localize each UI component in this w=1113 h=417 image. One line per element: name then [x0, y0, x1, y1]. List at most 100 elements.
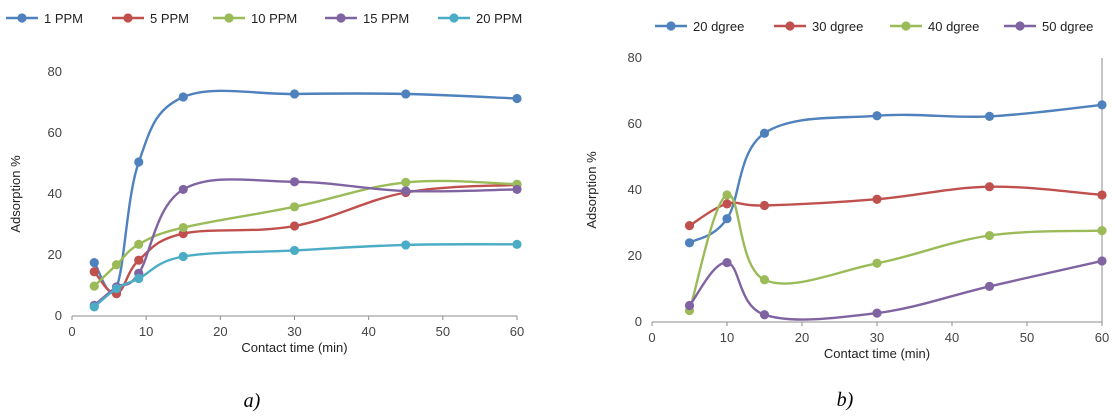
- data-point-20-dgree: [759, 128, 770, 138]
- legend-marker-40-dgree: [901, 21, 911, 31]
- x-tick-label: 0: [648, 330, 655, 345]
- x-axis-title: Contact time (min): [241, 340, 347, 355]
- x-tick-label: 20: [213, 324, 227, 339]
- data-point-40-dgree: [872, 258, 882, 268]
- panel-a-chart: 0 10 20 30 40 50 60 0 20 40 60 80 Adsorption % Contac…: [6, 11, 524, 412]
- legend-label-20-ppm: 20 PPM: [476, 11, 522, 26]
- data-point-40-dgree: [1097, 225, 1107, 236]
- y-tick-label: 40: [48, 186, 62, 201]
- data-point-20-dgree: [1097, 100, 1107, 110]
- series-line-30-dgree: [688, 185, 1104, 227]
- data-point-30-dgree: [759, 200, 770, 211]
- legend-marker-30-dgree: [785, 21, 795, 31]
- x-tick-label: 0: [68, 324, 75, 339]
- data-point-40-dgree: [722, 190, 732, 200]
- data-point-10-ppm: [289, 202, 300, 212]
- y-tick-label: 80: [628, 50, 642, 65]
- y-tick-label: 40: [628, 182, 642, 197]
- series-line-5-ppm: [93, 183, 519, 295]
- y-tick-label: 20: [48, 247, 62, 262]
- x-tick-label: 60: [510, 324, 524, 339]
- x-tick-label: 40: [945, 330, 959, 345]
- data-point-20-ppm: [134, 273, 144, 284]
- data-point-10-ppm: [178, 222, 188, 233]
- panel-caption: a): [244, 390, 261, 412]
- data-point-20-dgree: [872, 111, 882, 121]
- data-point-50-dgree: [759, 310, 770, 320]
- data-point-10-ppm: [134, 239, 144, 249]
- data-point-40-dgree: [759, 275, 770, 285]
- data-point-20-ppm: [289, 245, 300, 256]
- y-tick-label: 0: [635, 314, 642, 329]
- data-point-15-ppm: [178, 184, 188, 195]
- data-point-30-dgree: [872, 194, 882, 204]
- legend-marker-5-ppm: [123, 13, 133, 23]
- legend-marker-1-ppm: [17, 13, 27, 23]
- y-tick-label: 80: [48, 64, 62, 79]
- data-point-20-dgree: [722, 214, 732, 224]
- legend-label-50-dgree: 50 dgree: [1042, 19, 1093, 34]
- x-tick-label: 20: [795, 330, 809, 345]
- legend-label-1-ppm: 1 PPM: [44, 11, 83, 26]
- series-line-20-ppm: [93, 243, 519, 309]
- data-point-50-dgree: [722, 258, 732, 268]
- data-point-40-dgree: [984, 230, 995, 241]
- x-tick-label: 30: [870, 330, 884, 345]
- data-point-30-dgree: [984, 182, 995, 192]
- y-axis-title: Adsorption %: [8, 155, 23, 233]
- series-line-20-dgree: [688, 103, 1104, 244]
- legend-marker-50-dgree: [1015, 21, 1025, 31]
- x-tick-label: 40: [361, 324, 375, 339]
- data-point-15-ppm: [512, 184, 522, 195]
- series-line-40-dgree: [688, 193, 1104, 312]
- data-point-5-ppm: [89, 267, 99, 277]
- data-point-20-dgree: [684, 238, 695, 248]
- data-point-5-ppm: [134, 255, 144, 265]
- data-point-20-ppm: [178, 251, 188, 262]
- data-point-30-dgree: [722, 199, 732, 209]
- legend-label-5-ppm: 5 PPM: [150, 11, 189, 26]
- data-point-20-ppm: [512, 239, 522, 249]
- x-tick-label: 10: [139, 324, 153, 339]
- x-axis-title: Contact time (min): [824, 346, 930, 361]
- data-point-1-ppm: [401, 89, 411, 99]
- data-point-1-ppm: [289, 89, 300, 99]
- series-line-50-dgree: [688, 259, 1104, 321]
- x-tick-label: 50: [436, 324, 450, 339]
- data-point-10-ppm: [401, 177, 411, 188]
- x-tick-label: 50: [1020, 330, 1034, 345]
- data-point-20-ppm: [89, 302, 99, 312]
- data-point-1-ppm: [89, 258, 99, 268]
- legend-label-15-ppm: 15 PPM: [363, 11, 409, 26]
- data-point-5-ppm: [289, 221, 300, 231]
- x-tick-label: 30: [287, 324, 301, 339]
- data-point-15-ppm: [289, 177, 300, 187]
- panel-b-chart: 0 10 20 30 40 50 60 0 20 40 60 80 Adsorption % Contac…: [584, 19, 1109, 411]
- data-point-10-ppm: [111, 260, 122, 270]
- legend-marker-15-ppm: [336, 13, 346, 23]
- legend-marker-20-ppm: [449, 13, 459, 23]
- data-point-50-dgree: [984, 281, 995, 291]
- data-point-20-ppm: [111, 283, 122, 294]
- y-axis-title: Adsorption %: [584, 151, 599, 229]
- series-line-10-ppm: [93, 179, 519, 288]
- legend-label-10-ppm: 10 PPM: [251, 11, 297, 26]
- data-point-1-ppm: [134, 157, 144, 167]
- data-point-30-dgree: [1097, 190, 1107, 200]
- y-tick-label: 60: [48, 125, 62, 140]
- data-point-1-ppm: [178, 92, 188, 102]
- data-point-1-ppm: [512, 93, 522, 104]
- data-point-30-dgree: [684, 221, 695, 231]
- y-tick-label: 60: [628, 116, 642, 131]
- legend-label-40-dgree: 40 dgree: [928, 19, 979, 34]
- data-point-15-ppm: [401, 186, 411, 196]
- y-tick-label: 20: [628, 248, 642, 263]
- legend-label-20-dgree: 20 dgree: [693, 19, 744, 34]
- data-point-10-ppm: [89, 281, 99, 291]
- y-tick-label: 0: [55, 308, 62, 323]
- data-point-50-dgree: [1097, 256, 1107, 266]
- data-point-20-dgree: [984, 111, 995, 122]
- x-tick-label: 60: [1095, 330, 1109, 345]
- x-tick-label: 10: [720, 330, 734, 345]
